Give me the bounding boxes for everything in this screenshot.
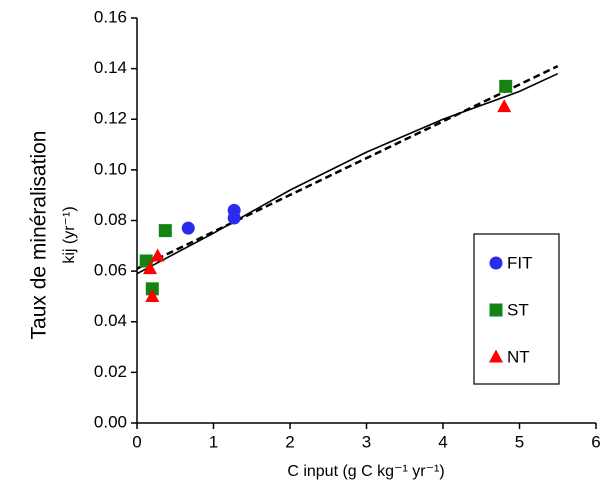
x-tick-label: 3 bbox=[362, 432, 371, 451]
x-tick-label: 2 bbox=[285, 432, 294, 451]
y-tick-label: 0.12 bbox=[94, 109, 127, 128]
x-tick-label: 5 bbox=[515, 432, 524, 451]
y-tick-label: 0.02 bbox=[94, 362, 127, 381]
y-tick-label: 0.08 bbox=[94, 210, 127, 229]
point bbox=[145, 288, 160, 302]
point bbox=[143, 261, 158, 275]
x-tick-label: 6 bbox=[591, 432, 600, 451]
x-tick-label: 0 bbox=[132, 432, 141, 451]
y-tick-label: 0.16 bbox=[94, 7, 127, 26]
legend-label: ST bbox=[507, 300, 529, 319]
legend-label: NT bbox=[507, 347, 530, 366]
legend-marker bbox=[489, 303, 503, 317]
x-tick-label: 4 bbox=[438, 432, 447, 451]
fit-line bbox=[136, 64, 559, 270]
legend-marker bbox=[489, 349, 503, 363]
y-tick-label: 0.00 bbox=[94, 412, 127, 431]
y-tick-label: 0.04 bbox=[94, 311, 127, 330]
legend-marker bbox=[489, 256, 503, 270]
x-axis-label: C input (g C kg⁻¹ yr⁻¹) bbox=[287, 463, 444, 480]
point bbox=[497, 99, 512, 113]
y-axis-unit: kij (yr⁻¹) bbox=[61, 206, 78, 263]
point bbox=[145, 282, 159, 296]
point bbox=[499, 79, 513, 93]
y-tick-label: 0.06 bbox=[94, 261, 127, 280]
point bbox=[158, 224, 172, 238]
y-tick-label: 0.14 bbox=[94, 58, 127, 77]
legend-label: FIT bbox=[507, 253, 533, 272]
y-tick-label: 0.10 bbox=[94, 159, 127, 178]
legend-box bbox=[473, 233, 560, 385]
point bbox=[227, 211, 241, 225]
fit-line bbox=[136, 72, 559, 275]
point bbox=[181, 221, 195, 235]
point bbox=[150, 248, 165, 262]
y-axis-label: Taux de minéralisation bbox=[28, 131, 51, 340]
x-tick-label: 1 bbox=[209, 432, 218, 451]
